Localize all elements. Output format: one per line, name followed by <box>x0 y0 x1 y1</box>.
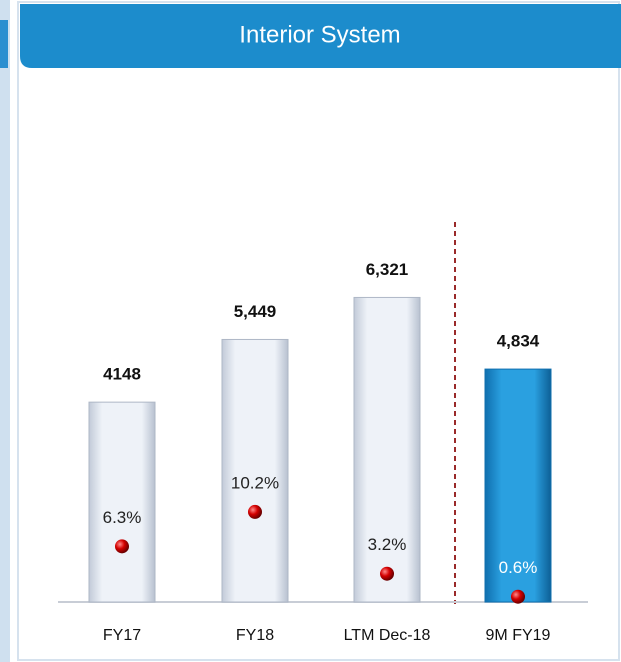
margin-label: 0.6% <box>499 558 538 577</box>
side-tab <box>0 20 8 68</box>
margin-dot <box>511 589 525 604</box>
margin-dot <box>248 504 262 519</box>
margin-label: 10.2% <box>231 473 279 492</box>
x-tick-label: FY17 <box>103 627 141 644</box>
bar <box>484 368 552 603</box>
margin-dot <box>115 539 129 554</box>
margin-label: 6.3% <box>103 508 142 527</box>
value-label: 4,834 <box>497 332 540 351</box>
chart-title: Interior System <box>239 21 400 48</box>
header-banner <box>20 4 621 68</box>
margin-dot <box>380 566 394 581</box>
side-strip <box>0 0 10 662</box>
value-label: 6,321 <box>366 260 409 279</box>
x-tick-label: LTM Dec-18 <box>344 627 431 644</box>
bar <box>88 401 156 603</box>
x-tick-label: FY18 <box>236 627 274 644</box>
x-tick-label: 9M FY19 <box>486 627 551 644</box>
bar <box>353 296 421 603</box>
margin-label: 3.2% <box>368 535 407 554</box>
value-label: 5,449 <box>234 302 277 321</box>
value-label: 4148 <box>103 365 141 384</box>
bar <box>221 338 289 603</box>
